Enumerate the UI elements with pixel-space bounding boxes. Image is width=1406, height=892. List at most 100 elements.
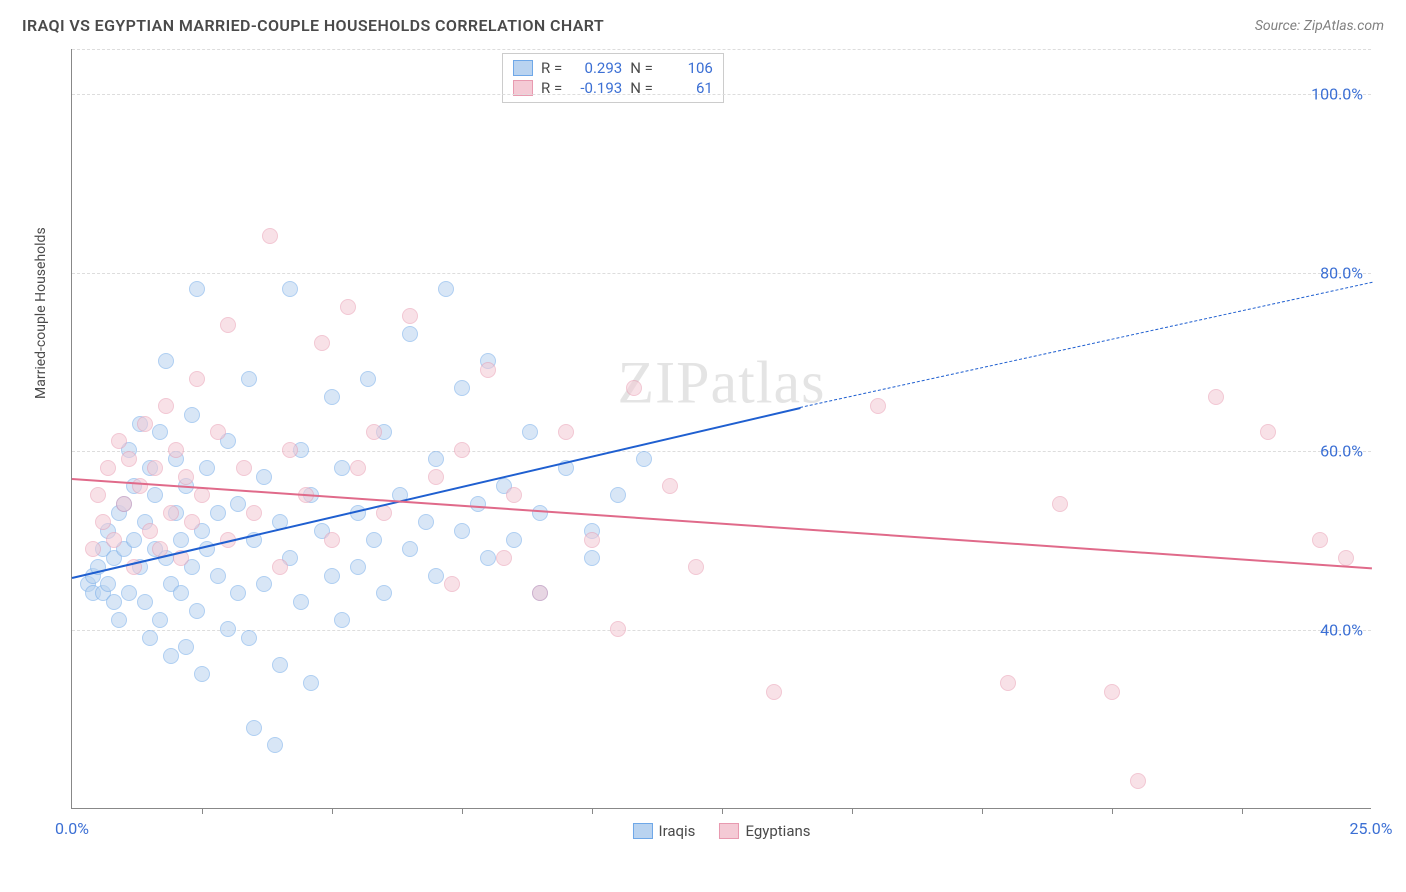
y-tick-label: 100.0% bbox=[1283, 84, 1363, 103]
data-point bbox=[121, 451, 137, 467]
data-point bbox=[85, 541, 101, 557]
y-axis-label: Married-couple Households bbox=[33, 227, 49, 399]
legend-item-egyptians: Egyptians bbox=[719, 822, 810, 840]
data-point bbox=[350, 559, 366, 575]
data-point bbox=[303, 675, 319, 691]
y-tick-label: 60.0% bbox=[1283, 442, 1363, 461]
x-tick bbox=[592, 808, 593, 814]
source-label: Source: ZipAtlas.com bbox=[1255, 18, 1384, 34]
data-point bbox=[334, 460, 350, 476]
r-value-iraqis: 0.293 bbox=[570, 59, 622, 77]
data-point bbox=[766, 684, 782, 700]
gridline bbox=[72, 49, 1371, 50]
data-point bbox=[184, 407, 200, 423]
swatch-iraqis bbox=[513, 60, 533, 76]
data-point bbox=[324, 532, 340, 548]
data-point bbox=[168, 442, 184, 458]
data-point bbox=[189, 281, 205, 297]
data-point bbox=[158, 353, 174, 369]
x-tick bbox=[202, 808, 203, 814]
data-point bbox=[152, 612, 168, 628]
data-point bbox=[366, 532, 382, 548]
data-point bbox=[142, 523, 158, 539]
legend-item-iraqis: Iraqis bbox=[632, 822, 695, 840]
chart-title: IRAQI VS EGYPTIAN MARRIED-COUPLE HOUSEHO… bbox=[22, 16, 604, 35]
data-point bbox=[262, 228, 278, 244]
data-point bbox=[870, 398, 886, 414]
data-point bbox=[350, 460, 366, 476]
data-point bbox=[444, 576, 460, 592]
data-point bbox=[163, 505, 179, 521]
data-point bbox=[236, 460, 252, 476]
data-point bbox=[147, 460, 163, 476]
r-label: R = bbox=[541, 59, 562, 77]
data-point bbox=[100, 576, 116, 592]
data-point bbox=[194, 487, 210, 503]
data-point bbox=[522, 424, 538, 440]
x-tick bbox=[852, 808, 853, 814]
chart-container: IRAQI VS EGYPTIAN MARRIED-COUPLE HOUSEHO… bbox=[0, 0, 1406, 892]
data-point bbox=[220, 621, 236, 637]
data-point bbox=[90, 487, 106, 503]
header: IRAQI VS EGYPTIAN MARRIED-COUPLE HOUSEHO… bbox=[14, 10, 1392, 49]
data-point bbox=[95, 514, 111, 530]
x-tick bbox=[722, 808, 723, 814]
data-point bbox=[210, 568, 226, 584]
data-point bbox=[626, 380, 642, 396]
data-point bbox=[1000, 675, 1016, 691]
data-point bbox=[142, 630, 158, 646]
data-point bbox=[121, 585, 137, 601]
data-point bbox=[147, 487, 163, 503]
data-point bbox=[178, 639, 194, 655]
data-point bbox=[334, 612, 350, 628]
x-tick-label-max: 25.0% bbox=[1350, 819, 1393, 838]
data-point bbox=[256, 576, 272, 592]
trend-line bbox=[800, 281, 1372, 407]
data-point bbox=[1338, 550, 1354, 566]
data-point bbox=[324, 389, 340, 405]
plot-region: ZIPatlas R = 0.293 N = 106 R = -0.193 N … bbox=[71, 49, 1371, 809]
n-label: N = bbox=[630, 59, 653, 77]
data-point bbox=[178, 469, 194, 485]
data-point bbox=[158, 398, 174, 414]
data-point bbox=[438, 281, 454, 297]
data-point bbox=[184, 514, 200, 530]
data-point bbox=[340, 299, 356, 315]
data-point bbox=[428, 568, 444, 584]
data-point bbox=[324, 568, 340, 584]
data-point bbox=[360, 371, 376, 387]
data-point bbox=[662, 478, 678, 494]
swatch-egyptians bbox=[719, 823, 739, 839]
data-point bbox=[402, 541, 418, 557]
x-tick bbox=[1112, 808, 1113, 814]
data-point bbox=[480, 362, 496, 378]
data-point bbox=[532, 585, 548, 601]
gridline bbox=[72, 630, 1371, 631]
data-point bbox=[402, 326, 418, 342]
data-point bbox=[241, 630, 257, 646]
data-point bbox=[126, 532, 142, 548]
data-point bbox=[454, 380, 470, 396]
data-point bbox=[293, 594, 309, 610]
gridline bbox=[72, 273, 1371, 274]
data-point bbox=[272, 559, 288, 575]
data-point bbox=[137, 594, 153, 610]
stats-row-iraqis: R = 0.293 N = 106 bbox=[513, 58, 713, 78]
data-point bbox=[1208, 389, 1224, 405]
data-point bbox=[376, 585, 392, 601]
x-tick bbox=[982, 808, 983, 814]
data-point bbox=[532, 505, 548, 521]
data-point bbox=[366, 424, 382, 440]
data-point bbox=[230, 585, 246, 601]
data-point bbox=[220, 317, 236, 333]
trend-line bbox=[72, 478, 1372, 569]
chart-area: Married-couple Households ZIPatlas R = 0… bbox=[23, 49, 1383, 849]
swatch-iraqis bbox=[632, 823, 652, 839]
x-tick-label-min: 0.0% bbox=[55, 819, 89, 838]
gridline bbox=[72, 94, 1371, 95]
y-tick-label: 80.0% bbox=[1283, 263, 1363, 282]
data-point bbox=[246, 505, 262, 521]
data-point bbox=[470, 496, 486, 512]
data-point bbox=[636, 451, 652, 467]
data-point bbox=[152, 424, 168, 440]
